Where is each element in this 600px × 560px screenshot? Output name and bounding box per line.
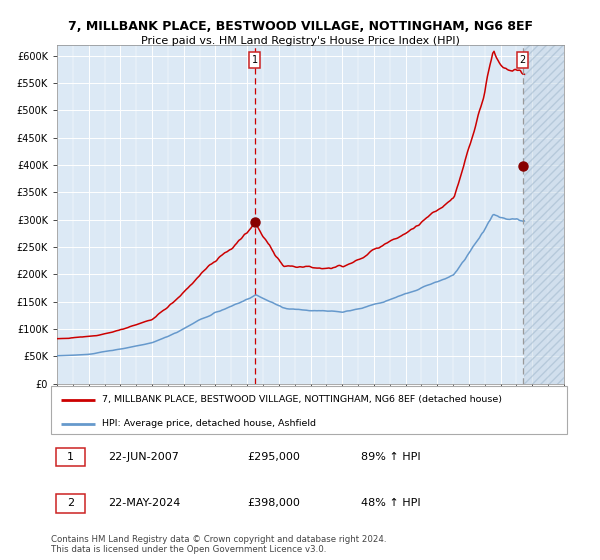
FancyBboxPatch shape xyxy=(51,386,567,434)
Text: £398,000: £398,000 xyxy=(247,498,300,508)
Text: 1: 1 xyxy=(251,55,257,65)
Text: HPI: Average price, detached house, Ashfield: HPI: Average price, detached house, Ashf… xyxy=(101,419,316,428)
Text: Price paid vs. HM Land Registry's House Price Index (HPI): Price paid vs. HM Land Registry's House … xyxy=(140,36,460,46)
FancyBboxPatch shape xyxy=(56,494,85,512)
Text: 7, MILLBANK PLACE, BESTWOOD VILLAGE, NOTTINGHAM, NG6 8EF (detached house): 7, MILLBANK PLACE, BESTWOOD VILLAGE, NOT… xyxy=(101,395,502,404)
Text: 2: 2 xyxy=(520,55,526,65)
Text: 1: 1 xyxy=(67,452,74,462)
FancyBboxPatch shape xyxy=(56,448,85,466)
Text: £295,000: £295,000 xyxy=(247,452,300,462)
Text: 22-MAY-2024: 22-MAY-2024 xyxy=(108,498,180,508)
Text: Contains HM Land Registry data © Crown copyright and database right 2024.
This d: Contains HM Land Registry data © Crown c… xyxy=(51,535,386,554)
Text: 7, MILLBANK PLACE, BESTWOOD VILLAGE, NOTTINGHAM, NG6 8EF: 7, MILLBANK PLACE, BESTWOOD VILLAGE, NOT… xyxy=(67,20,533,32)
Bar xyxy=(524,45,567,384)
Text: 2: 2 xyxy=(67,498,74,508)
Text: 22-JUN-2007: 22-JUN-2007 xyxy=(108,452,179,462)
Text: 48% ↑ HPI: 48% ↑ HPI xyxy=(361,498,420,508)
Text: 89% ↑ HPI: 89% ↑ HPI xyxy=(361,452,420,462)
